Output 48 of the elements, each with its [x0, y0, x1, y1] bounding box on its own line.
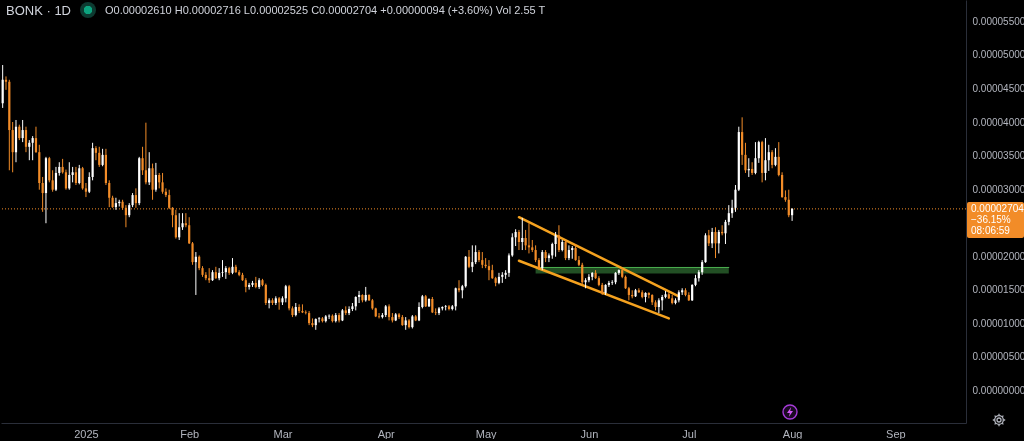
candlestick — [221, 259, 224, 278]
candlestick — [151, 163, 154, 201]
candlestick — [154, 162, 157, 193]
x-tick-label: Sep — [886, 427, 906, 440]
candlestick — [774, 147, 777, 167]
x-tick-label: Mar — [273, 427, 293, 440]
candlestick — [178, 212, 181, 241]
candlestick — [148, 151, 151, 186]
candlestick — [741, 116, 744, 166]
candlestick — [541, 249, 544, 271]
candlestick — [68, 161, 71, 191]
x-tick-label: Apr — [377, 427, 396, 440]
candlestick — [554, 231, 557, 258]
x-tick-label: Jun — [580, 427, 599, 440]
candlestick — [64, 169, 68, 191]
candlestick — [264, 283, 267, 306]
candlestick — [48, 156, 51, 183]
candlestick — [637, 287, 640, 294]
candlestick — [88, 171, 91, 194]
candlestick — [78, 164, 81, 185]
candlestick — [54, 166, 58, 192]
candlestick — [471, 244, 474, 273]
candlestick — [288, 284, 291, 311]
chart-subtitle: O0.00002610 H0.00002716 L0.00002525 C0.00002704 +0.00000094 (+3.60%) Vol 2.55 T — [105, 4, 546, 16]
candlestick — [474, 244, 477, 265]
candlestick — [11, 121, 14, 173]
candlestick — [31, 135, 34, 161]
candlestick — [94, 145, 98, 161]
candlestick — [754, 141, 757, 175]
text: −36.15% — [971, 213, 1011, 225]
candlestick — [161, 172, 164, 195]
candlestick — [764, 137, 767, 181]
chart-title: BONK · 1D — [6, 2, 72, 18]
candlestick — [457, 279, 461, 293]
x-tick-label: Jul — [682, 427, 697, 440]
x-tick-label: Feb — [180, 427, 200, 440]
x-tick-label: 2025 — [74, 427, 99, 440]
candlestick — [51, 169, 54, 193]
text: 08:06:59 — [971, 224, 1011, 236]
ref-line-label: 0.00002704 — [971, 202, 1024, 214]
candlestick — [24, 126, 28, 153]
candlestick — [714, 226, 717, 259]
x-tick-label: May — [475, 427, 498, 440]
x-tick-label: Aug — [782, 427, 803, 440]
candlestick — [771, 149, 774, 169]
candlestick — [564, 239, 567, 261]
candlestick — [647, 291, 650, 299]
candlestick — [467, 249, 471, 269]
